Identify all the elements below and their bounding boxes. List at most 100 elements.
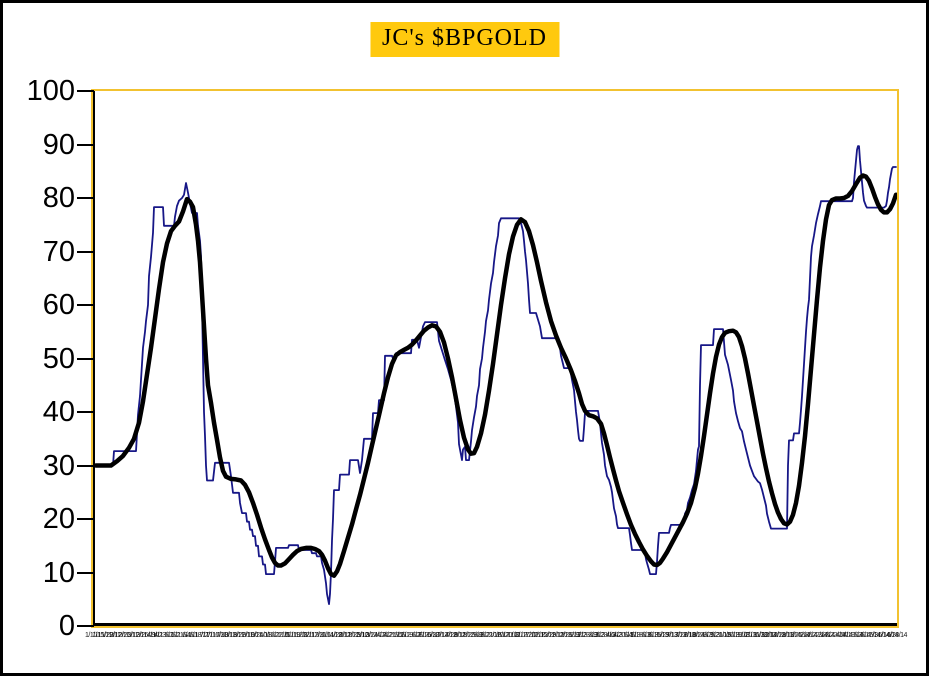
- y-axis-tick: [77, 625, 94, 627]
- x-axis-label: 6/4/11: [182, 632, 199, 639]
- x-axis-label: 1/25/14: [789, 632, 810, 639]
- y-axis-tick: [77, 304, 94, 306]
- x-axis-label: 12/15/12: [531, 632, 556, 639]
- x-axis-label: 2/12/11: [109, 632, 130, 639]
- x-axis-label: 10/22/11: [267, 632, 290, 639]
- x-axis-label: 5/19/12: [401, 632, 421, 639]
- x-axis-label: 8/10/13: [683, 632, 704, 639]
- x-axis-label: 10/5/13: [719, 632, 740, 639]
- y-axis-tick: [77, 357, 94, 360]
- x-axis-label: 3/24/12: [365, 632, 386, 639]
- x-axis-label: 4/7/12: [376, 632, 393, 639]
- x-axis-label: 12/14/13: [761, 632, 786, 639]
- x-axis-line: [93, 623, 897, 626]
- x-axis-label: 4/9/11: [146, 632, 163, 639]
- x-axis-label: 4/5/14: [835, 632, 853, 639]
- x-axis-label: 7/30/11: [215, 632, 236, 639]
- x-axis-label: 1/26/13: [560, 632, 581, 639]
- y-axis-tick: [77, 571, 94, 574]
- x-axis-label: 2/22/14: [807, 632, 828, 639]
- x-axis-label: 11/19/11: [285, 632, 308, 639]
- x-axis-label: 2/9/13: [570, 632, 588, 639]
- x-axis-label: 6/30/12: [427, 632, 448, 639]
- x-axis-label: 7/27/13: [675, 632, 695, 639]
- x-axis-label: 6/2/12: [411, 632, 429, 639]
- x-axis-label: 1/11/14: [781, 632, 801, 639]
- x-axis-label: 7/13/13: [666, 632, 687, 639]
- x-axis-label: 11/2/13: [737, 632, 757, 639]
- x-axis-label: 3/10/12: [356, 632, 377, 639]
- x-axis-label: 4/20/13: [613, 632, 634, 639]
- y-axis-tick: [77, 464, 94, 467]
- x-axis-label: 1/12/13: [551, 632, 572, 639]
- x-axis-label: 9/22/12: [480, 632, 501, 639]
- x-axis-label: 6/16/12: [418, 632, 439, 639]
- plot-svg: [93, 145, 897, 605]
- x-axis-label: 12/1/12: [524, 632, 545, 639]
- x-axis-label: 5/5/12: [393, 632, 411, 639]
- y-axis-tick: [77, 143, 94, 146]
- x-axis-label: 8/11/12: [454, 632, 474, 639]
- y-axis-label: 10: [42, 556, 75, 589]
- x-axis-label: 3/8/14: [818, 632, 835, 639]
- x-axis-label: 7/28/12: [445, 632, 466, 639]
- x-axis-label: 8/24/13: [692, 632, 713, 639]
- chart-title: JC's $BPGOLD: [369, 22, 560, 57]
- y-axis-line: [93, 91, 95, 626]
- series-smoothed-line: [93, 173, 897, 578]
- y-axis-label: 100: [26, 75, 75, 107]
- y-axis-label: 30: [42, 449, 75, 482]
- x-axis-label: 2/11/12: [339, 632, 360, 639]
- x-axis-label: 10/20/12: [496, 632, 521, 639]
- y-axis-tick: [77, 90, 94, 92]
- x-axis-label: 11/16/13: [744, 632, 767, 639]
- y-axis-label: 90: [42, 128, 75, 161]
- x-axis-label: 2/8/14: [800, 632, 817, 639]
- x-axis-label: 9/7/13: [703, 632, 720, 639]
- series-bpgold-weekly-line: [93, 145, 897, 605]
- x-axis-label: 1/14/12: [321, 632, 342, 639]
- y-axis-label: 20: [42, 503, 75, 535]
- plot-area: [91, 89, 899, 628]
- x-axis-label: 11/30/13: [753, 632, 776, 639]
- x-axis-label: 6/15/13: [648, 632, 669, 639]
- x-axis-label: 1/1/11: [85, 632, 101, 639]
- x-axis-label: 12/28/13: [770, 632, 795, 639]
- x-axis-label: 5/31/14: [869, 632, 890, 639]
- x-axis-label: 10/6/12: [489, 632, 510, 639]
- x-axis-label: 11/3/12: [507, 632, 527, 639]
- x-axis-label: 2/25/12: [348, 632, 368, 639]
- x-axis-label: 8/27/11: [233, 632, 254, 639]
- x-axis-label: 3/22/14: [825, 632, 846, 639]
- x-axis-label: 4/6/13: [606, 632, 623, 639]
- y-axis-label: 50: [42, 342, 75, 375]
- x-axis-label: 4/19/14: [842, 632, 863, 639]
- x-axis-label: 12/29/12: [540, 632, 565, 639]
- x-axis-label: 6/14/14: [878, 632, 899, 639]
- x-axis-label: 1/29/11: [100, 632, 121, 639]
- y-axis-tick: [77, 250, 94, 253]
- x-axis-label: 5/7/11: [164, 632, 181, 639]
- x-axis-label: 9/10/11: [242, 632, 262, 639]
- x-axis-label: 4/23/11: [154, 632, 174, 639]
- x-axis-label: 9/8/12: [473, 632, 491, 639]
- y-axis-label: 80: [42, 182, 75, 214]
- x-axis-label: 6/1/13: [641, 632, 658, 639]
- x-axis-label: 6/18/11: [189, 632, 209, 639]
- x-axis-label: 2/26/11: [118, 632, 139, 639]
- x-axis-label: 5/17/14: [860, 632, 881, 639]
- x-axis-label: 4/21/12: [383, 632, 404, 639]
- x-axis-label: 3/23/13: [595, 632, 616, 639]
- y-axis-label: 0: [58, 610, 75, 642]
- x-axis-label: 6/28/14: [887, 632, 907, 639]
- x-axis-label: 10/8/11: [260, 632, 280, 639]
- x-axis-label: 10/19/13: [726, 632, 750, 639]
- y-axis-label: 70: [42, 235, 75, 268]
- x-axis-label: 12/17/11: [302, 632, 326, 639]
- x-axis-label: 1/28/12: [330, 632, 351, 639]
- x-axis-label: 5/4/13: [623, 632, 641, 639]
- x-axis-label: 5/3/14: [853, 632, 870, 639]
- x-axis-label: 12/31/11: [311, 632, 335, 639]
- x-axis-label: 5/21/11: [171, 632, 192, 639]
